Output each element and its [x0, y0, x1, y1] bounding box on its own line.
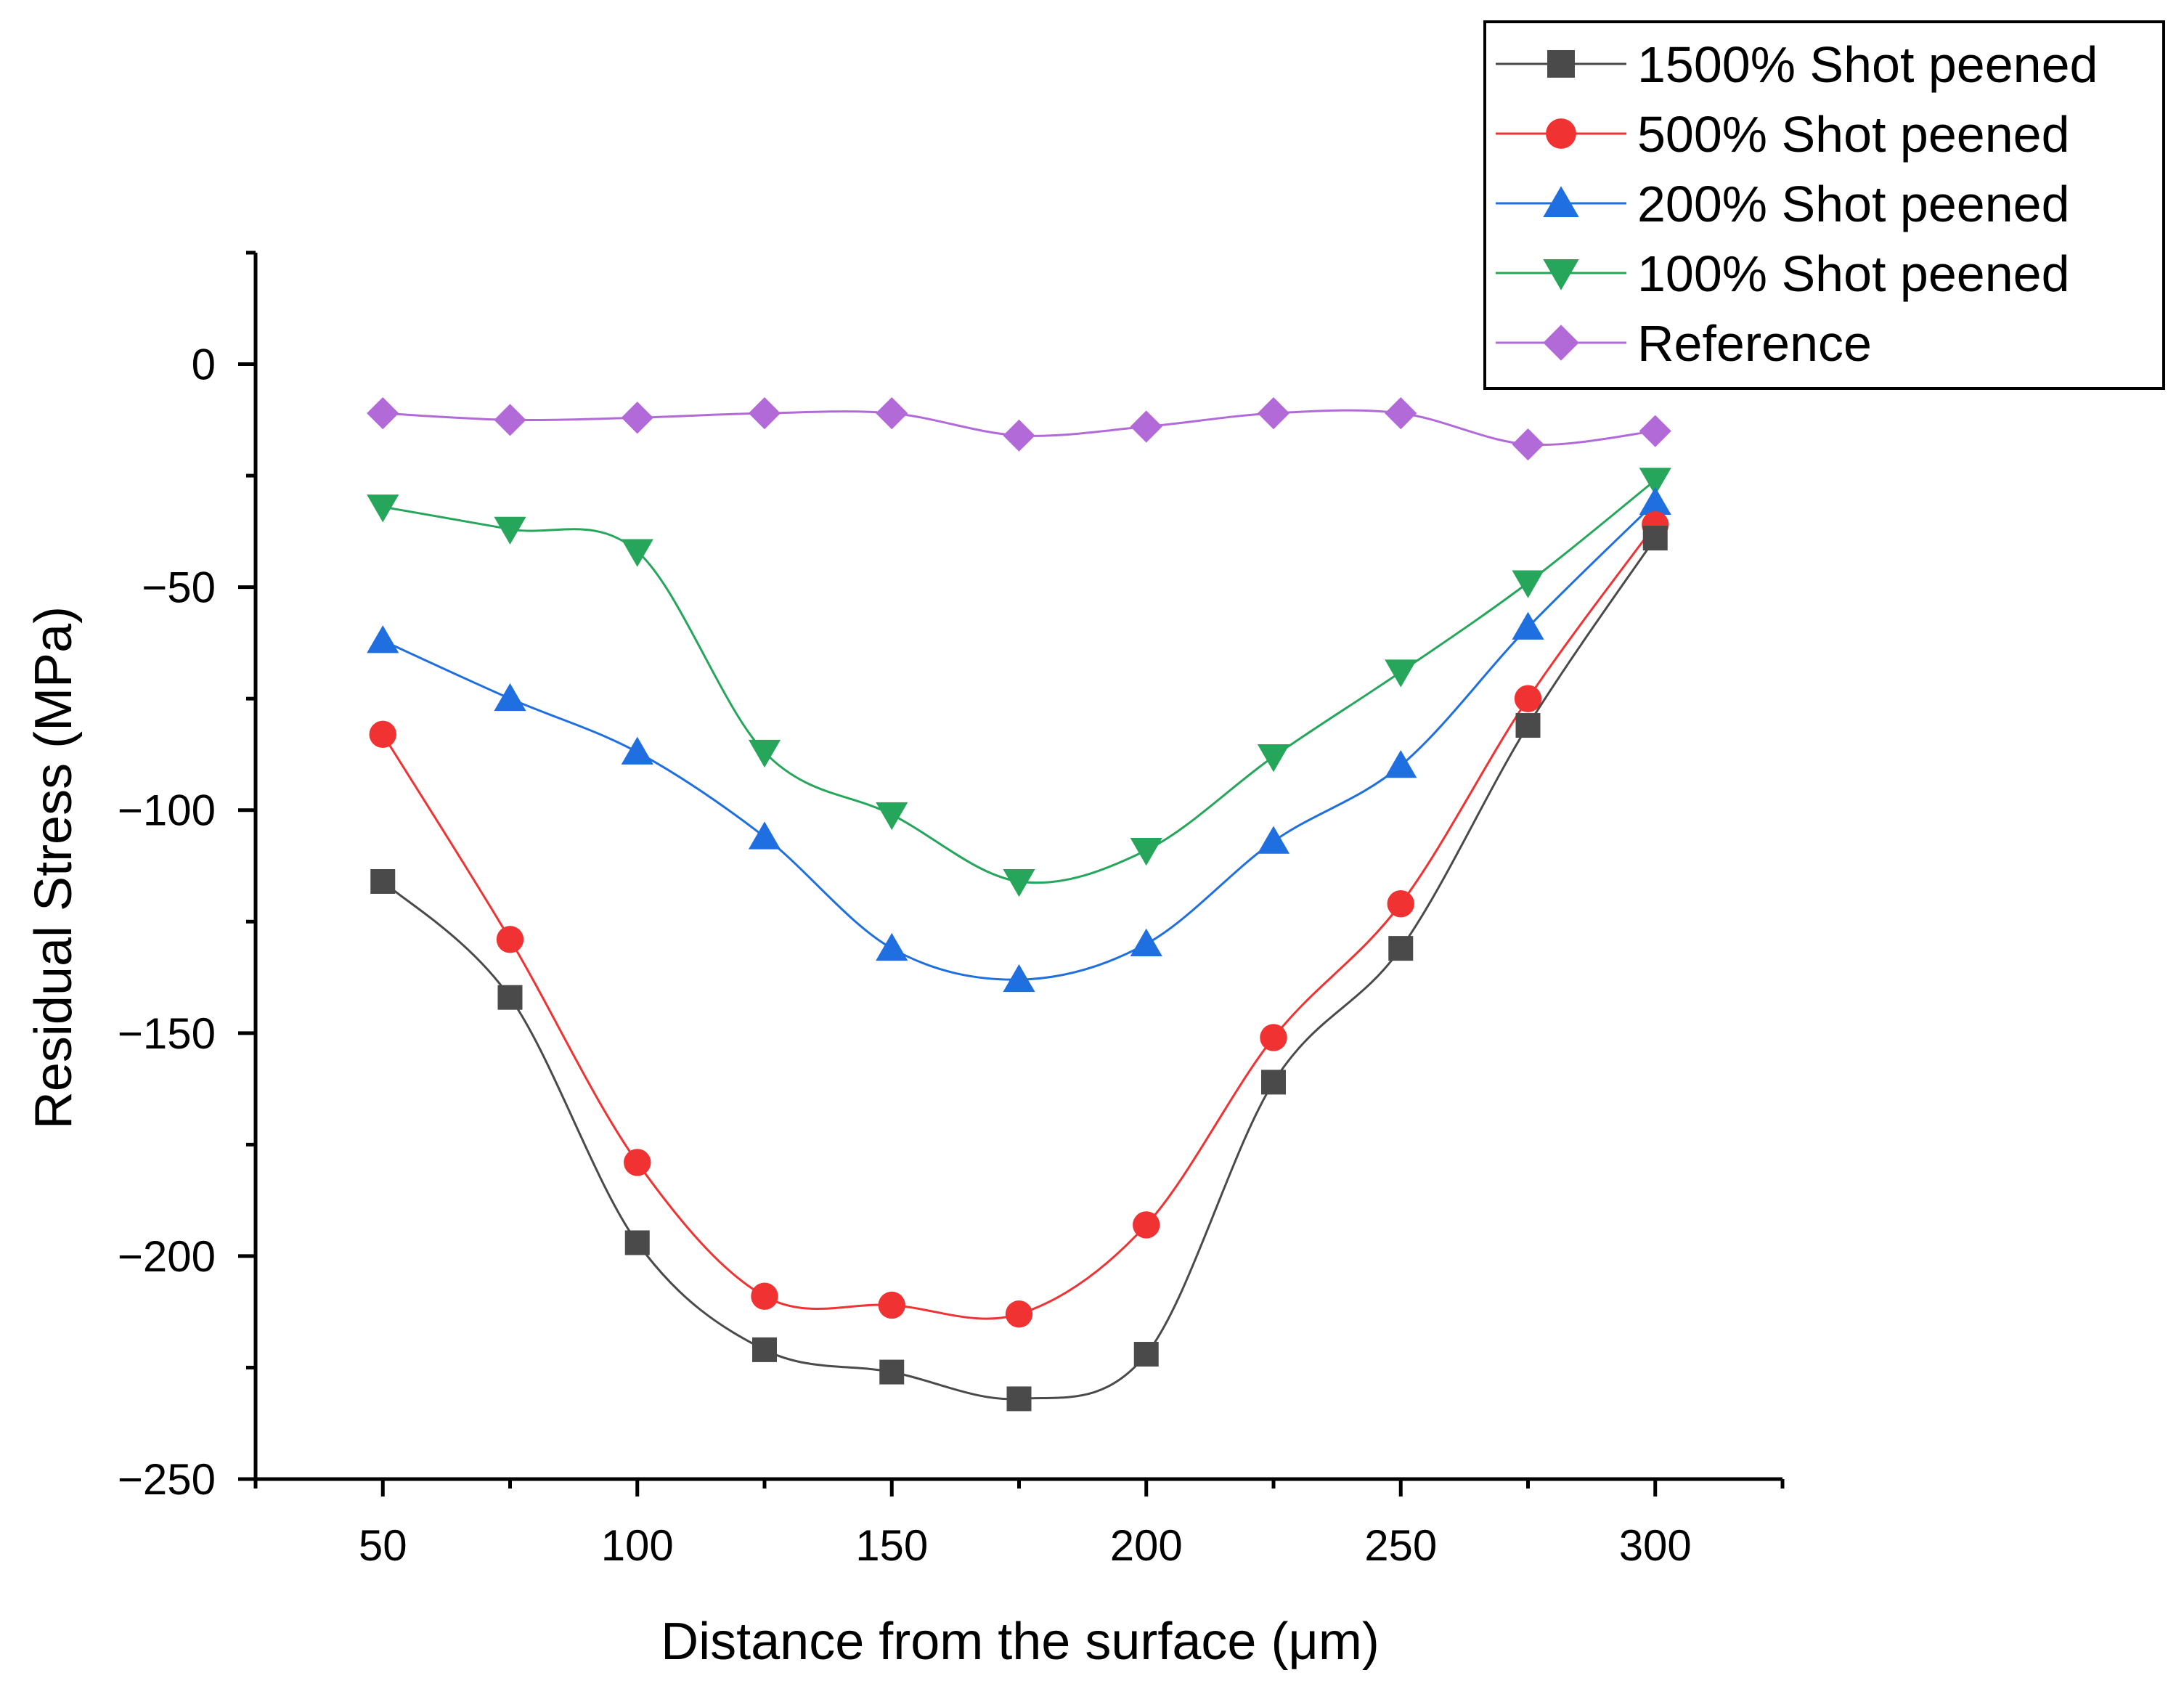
x-tick-label: 250: [1364, 1521, 1437, 1570]
data-point: [1003, 419, 1035, 452]
series-group: [367, 397, 1671, 1412]
data-point: [494, 516, 526, 545]
data-point: [1642, 526, 1668, 551]
legend: 1500% Shot peened 500% Shot peened 200% Sh…: [1483, 20, 2165, 390]
data-point: [1257, 826, 1290, 854]
series-reference: [367, 397, 1671, 461]
x-tick-label: 300: [1619, 1521, 1692, 1570]
data-point: [752, 1337, 777, 1362]
legend-item: Reference: [1496, 315, 1872, 372]
data-point: [621, 539, 653, 567]
legend-box: [1483, 20, 2165, 390]
y-tick-label: −200: [118, 1232, 216, 1281]
legend-label: 100% Shot peened: [1637, 245, 2070, 302]
x-tick-label: 50: [359, 1521, 407, 1570]
y-tick-label: −250: [118, 1455, 216, 1504]
data-point: [1261, 1070, 1286, 1095]
legend-item: 500% Shot peened: [1496, 106, 2070, 163]
data-point: [497, 985, 523, 1010]
data-point: [1006, 1386, 1032, 1412]
data-point: [1512, 611, 1544, 640]
data-point: [367, 625, 399, 653]
series-line: [381, 524, 1656, 1320]
data-point: [621, 402, 653, 434]
data-point: [1257, 744, 1290, 773]
axes: 50 100 150 200 250 300 0 −50 −100 −150 −200 −250: [118, 251, 1785, 1570]
legend-item: 200% Shot peened: [1496, 176, 2070, 232]
data-point: [1133, 1211, 1160, 1239]
x-tick-label: 100: [601, 1521, 674, 1570]
legend-label: 1500% Shot peened: [1637, 36, 2098, 93]
data-point: [751, 1282, 778, 1310]
legend-item: 1500% Shot peened: [1496, 36, 2098, 93]
data-point: [1388, 936, 1414, 961]
data-point: [369, 720, 396, 749]
data-point: [367, 397, 399, 430]
data-point: [876, 932, 908, 961]
series-100-shot-peened: [367, 468, 1671, 897]
legend-marker: [1547, 50, 1575, 78]
y-tick-label: −50: [142, 563, 216, 612]
data-point: [1130, 928, 1162, 956]
data-point: [879, 1359, 905, 1385]
data-point: [1639, 468, 1671, 496]
data-point: [1515, 713, 1541, 738]
data-point: [624, 1149, 651, 1176]
y-axis-title: Residual Stress (MPa): [25, 606, 83, 1129]
x-axis-title: Distance from the surface (μm): [661, 1613, 1380, 1671]
data-point: [1512, 570, 1544, 598]
data-point: [1387, 890, 1414, 918]
data-point: [748, 821, 781, 850]
data-point: [1003, 964, 1035, 993]
data-point: [367, 494, 399, 523]
data-point: [1133, 1342, 1159, 1367]
data-point: [1514, 685, 1542, 712]
data-point: [876, 397, 908, 430]
series-200-shot-peened: [367, 486, 1671, 993]
data-point: [494, 683, 526, 712]
data-point: [370, 868, 396, 894]
data-point: [1512, 428, 1544, 461]
legend-marker: [1543, 186, 1579, 217]
series-1500-shot-peened: [370, 526, 1668, 1412]
legend-marker: [1543, 325, 1579, 361]
data-point: [1385, 750, 1417, 778]
series-500-shot-peened: [369, 510, 1669, 1328]
x-tick-label: 200: [1110, 1521, 1183, 1570]
legend-marker: [1546, 118, 1576, 149]
x-tick-label: 150: [855, 1521, 928, 1570]
legend-label: 200% Shot peened: [1637, 176, 2070, 232]
y-tick-label: −100: [118, 786, 216, 835]
data-point: [1130, 838, 1162, 866]
y-tick-label: −150: [118, 1009, 216, 1058]
data-point: [1257, 397, 1290, 430]
y-tick-label: 0: [192, 341, 216, 389]
data-point: [1003, 868, 1035, 897]
data-point: [621, 736, 653, 765]
data-point: [1260, 1024, 1287, 1051]
legend-label: Reference: [1637, 315, 1872, 372]
data-point: [1130, 410, 1162, 443]
legend-marker: [1543, 259, 1579, 290]
legend-label: 500% Shot peened: [1637, 106, 2070, 163]
data-point: [1639, 486, 1671, 515]
data-point: [496, 926, 524, 953]
data-point: [1005, 1300, 1033, 1328]
data-point: [748, 739, 781, 768]
data-point: [876, 802, 908, 831]
series-line: [382, 479, 1656, 884]
data-point: [878, 1291, 905, 1319]
legend-item: 100% Shot peened: [1496, 245, 2070, 302]
data-point: [624, 1230, 650, 1255]
data-point: [1385, 397, 1417, 430]
data-point: [748, 397, 781, 430]
series-line: [382, 501, 1656, 981]
data-point: [494, 404, 526, 436]
series-line: [382, 537, 1656, 1401]
data-point: [1639, 415, 1671, 447]
data-point: [1385, 659, 1417, 688]
